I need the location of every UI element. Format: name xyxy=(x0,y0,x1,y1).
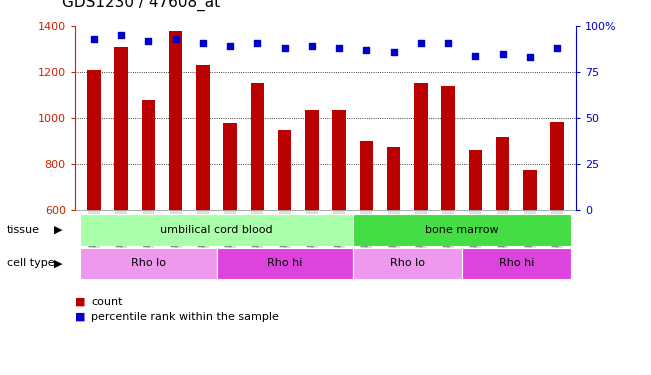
Text: count: count xyxy=(91,297,122,307)
Bar xyxy=(217,248,353,279)
Point xyxy=(361,47,372,53)
Point xyxy=(470,53,480,58)
Bar xyxy=(359,141,373,210)
Point xyxy=(389,49,399,55)
Bar xyxy=(332,110,346,210)
Bar xyxy=(223,123,237,210)
Point xyxy=(552,45,562,51)
Point xyxy=(252,40,262,46)
Text: Rho lo: Rho lo xyxy=(390,258,424,268)
Bar xyxy=(462,248,571,279)
Text: Rho hi: Rho hi xyxy=(499,258,534,268)
Text: ▶: ▶ xyxy=(54,225,63,235)
Text: Rho lo: Rho lo xyxy=(131,258,166,268)
Point xyxy=(171,36,181,42)
Bar xyxy=(469,150,482,210)
Bar xyxy=(278,130,292,210)
Bar xyxy=(496,136,509,210)
Bar xyxy=(80,248,217,279)
Text: umbilical cord blood: umbilical cord blood xyxy=(160,225,273,235)
Text: ▶: ▶ xyxy=(54,258,63,268)
Point xyxy=(279,45,290,51)
Point xyxy=(415,40,426,46)
Text: cell type: cell type xyxy=(7,258,54,268)
Bar xyxy=(87,70,101,210)
Text: ■: ■ xyxy=(75,297,85,307)
Point xyxy=(116,33,126,39)
Point xyxy=(143,38,154,44)
Point xyxy=(334,45,344,51)
Text: bone marrow: bone marrow xyxy=(425,225,499,235)
Point xyxy=(198,40,208,46)
Bar xyxy=(441,86,455,210)
Bar xyxy=(523,170,536,210)
Bar xyxy=(387,147,400,210)
Text: GDS1230 / 47608_at: GDS1230 / 47608_at xyxy=(62,0,220,11)
Bar xyxy=(115,47,128,210)
Bar xyxy=(353,214,571,246)
Point xyxy=(307,44,317,50)
Bar xyxy=(353,248,462,279)
Point xyxy=(497,51,508,57)
Bar xyxy=(80,214,353,246)
Bar xyxy=(414,82,428,210)
Text: tissue: tissue xyxy=(7,225,40,235)
Point xyxy=(225,44,236,50)
Text: percentile rank within the sample: percentile rank within the sample xyxy=(91,312,279,322)
Text: ■: ■ xyxy=(75,312,85,322)
Point xyxy=(525,54,535,60)
Bar xyxy=(196,65,210,210)
Bar xyxy=(305,110,319,210)
Bar xyxy=(169,31,182,210)
Point xyxy=(89,36,99,42)
Bar xyxy=(251,82,264,210)
Point xyxy=(443,40,453,46)
Bar xyxy=(142,100,155,210)
Text: Rho hi: Rho hi xyxy=(267,258,302,268)
Bar xyxy=(550,122,564,210)
